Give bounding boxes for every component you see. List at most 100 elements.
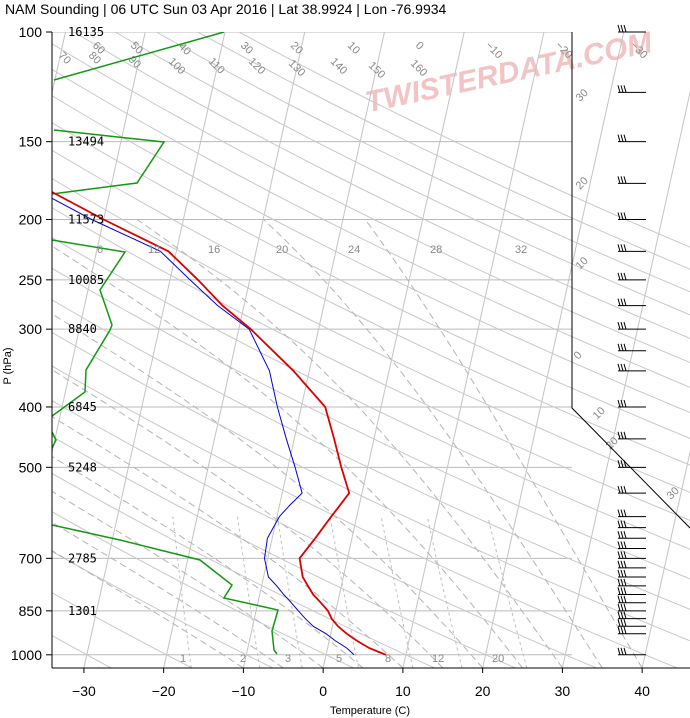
mixing-ratio-line <box>172 516 192 668</box>
wind-barb-feather <box>617 520 621 528</box>
wind-barb-feather <box>617 343 621 351</box>
pressure-tick-label: 700 <box>19 550 43 566</box>
isotherm-line <box>561 90 690 668</box>
chart-title: NAM Sounding | 06 UTC Sun 03 Apr 2016 | … <box>5 1 447 17</box>
isotherm-label: 30 <box>238 40 255 57</box>
wind-barb-feather <box>620 569 624 578</box>
wind-barb-feather <box>623 551 627 559</box>
wind-barb-feather <box>623 85 627 93</box>
wind-barb-feather <box>620 595 624 603</box>
temperature-tick-label: −20 <box>152 683 176 699</box>
moist-adiabat <box>364 219 643 668</box>
pressure-tick-label: 1000 <box>11 647 42 663</box>
wind-barb-feather <box>617 399 621 408</box>
isotherm-label: 50 <box>128 40 145 57</box>
wind-barb-feather <box>617 212 621 220</box>
wind-barb-feather <box>623 611 627 619</box>
dry-adiabat <box>52 43 690 364</box>
wind-barb-feather <box>623 603 627 611</box>
wind-barb-feather <box>617 509 621 517</box>
isotherm-line <box>482 32 625 668</box>
wind-panel-label: 0 <box>572 349 585 362</box>
mixing-ratio-line <box>276 516 303 668</box>
wind-barb-feather <box>620 85 624 93</box>
wind-barb-feather <box>623 24 627 33</box>
wind-barb-feather <box>623 531 627 539</box>
wind-barb-feather <box>617 272 621 280</box>
dry-adiabat <box>52 207 690 521</box>
isotherm-label: 140 <box>328 56 349 77</box>
wind-barb-feather <box>623 244 627 252</box>
green-profile-line <box>52 524 279 655</box>
green-profile-line <box>52 129 166 195</box>
wind-barb-feather <box>620 520 624 528</box>
pressure-tick-label: 150 <box>19 134 43 150</box>
watermark: TWISTERDATA.COM <box>362 26 656 119</box>
wind-barb-feather <box>617 551 621 559</box>
wind-barb-feather <box>620 399 624 408</box>
isotherm-line <box>83 32 226 668</box>
dry-adiabat <box>52 472 435 668</box>
isotherm-line <box>163 32 306 668</box>
moist-adiabat <box>52 313 483 668</box>
pressure-tick-label: 400 <box>19 399 43 415</box>
height-label: 6845 <box>68 400 97 414</box>
wind-barb-feather <box>623 647 627 655</box>
height-label: 5248 <box>68 460 97 474</box>
wind-barb-feather <box>623 560 627 568</box>
wind-barb-feather <box>620 509 624 517</box>
dry-adiabat <box>52 511 355 668</box>
mixing-ratio-line <box>329 516 359 668</box>
wind-barb-feather <box>620 460 624 468</box>
isotherm-label: 150 <box>366 60 387 81</box>
isotherm-label: 0 <box>413 40 426 53</box>
wind-barb-feather <box>623 595 627 603</box>
pressure-tick-label: 250 <box>19 272 43 288</box>
wind-barb-feather <box>620 485 624 494</box>
isotherm-label: 100 <box>166 56 187 77</box>
wind-barb-feather <box>617 460 621 468</box>
height-label: 10085 <box>68 273 104 287</box>
temperature-trace <box>52 190 387 656</box>
wind-barb-feather <box>617 578 621 586</box>
dry-adiabat <box>156 32 690 293</box>
height-label: 11573 <box>68 212 104 226</box>
dry-adiabat <box>52 299 690 610</box>
height-label: 16135 <box>68 25 104 39</box>
mixing-ratio-label: 24 <box>348 244 360 256</box>
wind-barb-feather <box>623 619 627 627</box>
mixing-ratio-label: 16 <box>208 244 220 256</box>
wind-barb-feather <box>620 363 624 371</box>
dry-adiabat <box>52 95 690 414</box>
dry-adiabat <box>52 331 690 642</box>
dry-adiabat <box>52 149 690 466</box>
wind-barb-feather <box>617 431 621 439</box>
wind-barb-feather <box>620 619 624 627</box>
dry-adiabat <box>52 550 274 668</box>
mixing-ratio-line <box>237 516 261 668</box>
wind-barb-feather <box>620 134 624 142</box>
wind-barb-feather <box>617 85 621 93</box>
wind-barb-feather <box>620 24 624 33</box>
temperature-tick-label: 40 <box>634 683 650 699</box>
wind-barb-feather <box>623 322 627 330</box>
wind-barb-feather <box>617 298 621 306</box>
wind-barb-feather <box>623 212 627 220</box>
dry-adiabat <box>73 32 690 339</box>
wind-barb-feather <box>617 603 621 611</box>
wind-barb-feather <box>617 244 621 252</box>
wind-barb-feather <box>620 244 624 252</box>
mixing-ratio-label: 3 <box>285 653 291 665</box>
temperature-tick-labels: −30 −20 −10 0 10 20 30 40 <box>72 668 650 699</box>
wind-barb-feather <box>623 272 627 280</box>
mixing-ratio-label: 28 <box>430 244 442 256</box>
dry-adiabat <box>52 267 690 580</box>
y-axis-label: P (hPa) <box>2 347 14 384</box>
moist-adiabat <box>52 521 284 668</box>
wind-barb-feather <box>623 509 627 517</box>
mixing-ratio-line <box>380 516 414 668</box>
wind-barb-feather <box>617 647 621 655</box>
mixing-ratio-label: 2 <box>240 653 246 665</box>
wind-barb-feather <box>620 343 624 351</box>
